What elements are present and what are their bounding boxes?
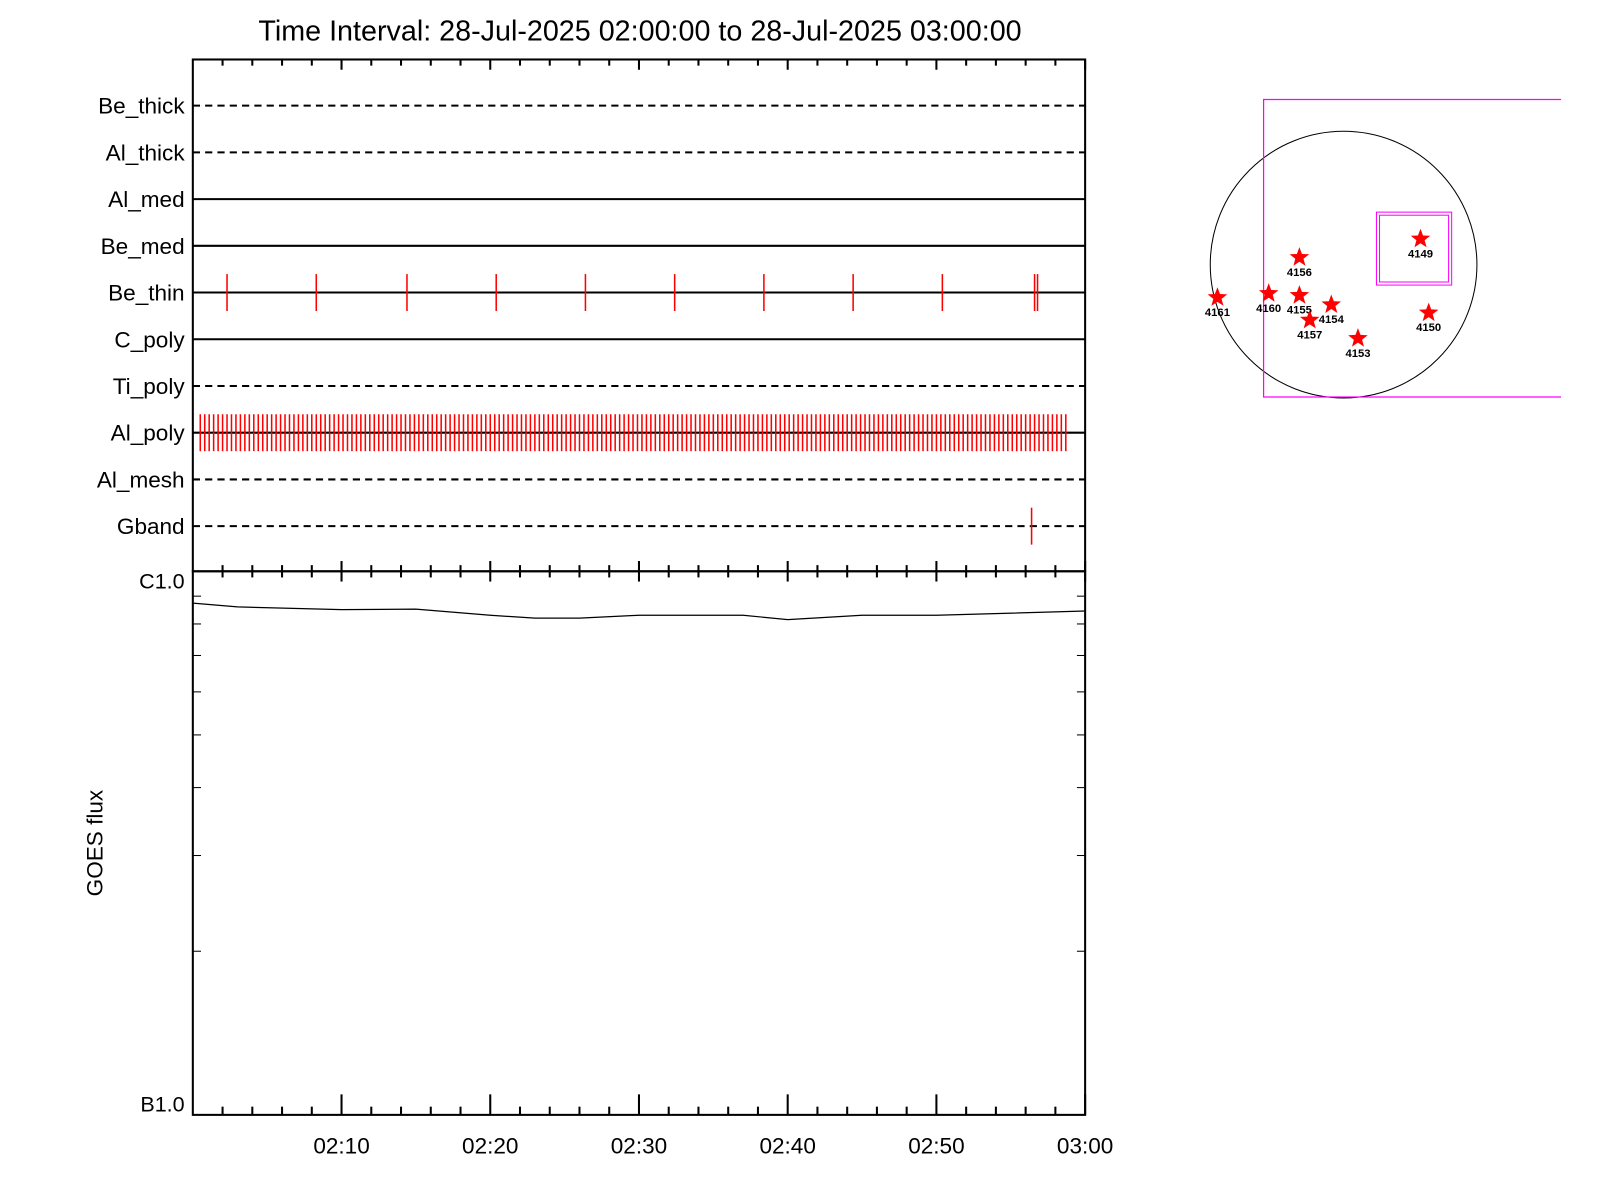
region-star <box>1321 294 1342 314</box>
filter-label: C_poly <box>114 327 185 352</box>
filter-label: Gband <box>117 514 185 539</box>
region-label: 4157 <box>1297 329 1322 341</box>
target-box <box>1375 211 1453 286</box>
region-label: 4153 <box>1345 348 1370 360</box>
region-label: 4156 <box>1287 267 1312 279</box>
chart-title: Time Interval: 28-Jul-2025 02:00:00 to 2… <box>258 15 1021 47</box>
goes-frame <box>191 570 1087 1116</box>
filter-label: Be_thin <box>108 281 184 306</box>
region-label: 4150 <box>1416 322 1441 334</box>
region-star <box>1410 228 1431 248</box>
region-star <box>1289 285 1310 304</box>
x-tick-label: 02:50 <box>908 1134 964 1159</box>
y-tick-label: C1.0 <box>139 569 184 593</box>
region-star <box>1258 283 1279 302</box>
region-label: 4155 <box>1287 305 1312 317</box>
filter-label: Al_poly <box>111 421 186 446</box>
target-box <box>1379 214 1450 283</box>
filter-label: Al_thick <box>106 140 186 165</box>
y-tick-label: B1.0 <box>140 1092 184 1116</box>
x-tick-label: 02:20 <box>462 1134 518 1159</box>
region-label: 4161 <box>1205 307 1230 319</box>
solar-disk <box>1209 130 1478 399</box>
x-tick-label: 03:00 <box>1057 1134 1113 1159</box>
x-tick-label: 02:40 <box>759 1134 815 1159</box>
region-star <box>1300 309 1320 329</box>
y-axis-label: GOES flux <box>82 789 107 896</box>
region-star <box>1207 287 1228 306</box>
goes-curve <box>192 602 1086 621</box>
timeline-frame <box>191 58 1087 573</box>
x-tick-label: 02:30 <box>611 1134 667 1159</box>
x-tick-label: 02:10 <box>313 1134 369 1159</box>
region-star <box>1289 247 1310 266</box>
filter-label: Al_med <box>108 187 184 212</box>
region-label: 4149 <box>1408 248 1433 260</box>
region-label: 4160 <box>1256 303 1281 315</box>
region-star <box>1348 328 1368 347</box>
region-label: 4154 <box>1319 314 1345 326</box>
filter-label: Ti_poly <box>113 374 186 399</box>
filter-label: Be_thick <box>98 94 185 119</box>
fov-outline <box>1262 98 1562 398</box>
region-star <box>1418 302 1439 322</box>
filter-label: Al_mesh <box>97 467 185 492</box>
filter-label: Be_med <box>101 234 185 259</box>
